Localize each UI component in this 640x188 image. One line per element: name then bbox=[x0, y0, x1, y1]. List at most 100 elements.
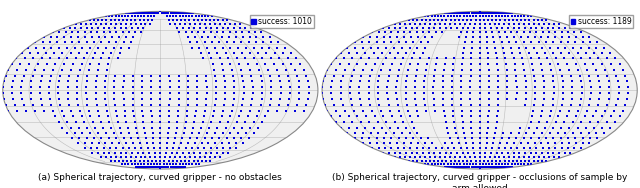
Point bbox=[554, 27, 564, 30]
Point bbox=[520, 18, 531, 21]
Point bbox=[410, 155, 420, 158]
Point bbox=[137, 98, 147, 101]
Point bbox=[456, 74, 467, 77]
Point bbox=[175, 22, 186, 25]
Point bbox=[225, 63, 236, 66]
Point bbox=[247, 98, 257, 101]
Point bbox=[383, 74, 394, 77]
Point bbox=[386, 137, 396, 140]
Point bbox=[474, 10, 484, 13]
Point bbox=[394, 137, 404, 140]
Point bbox=[228, 74, 238, 77]
Point bbox=[184, 163, 195, 166]
Point bbox=[430, 68, 440, 71]
Point bbox=[468, 166, 479, 169]
Point bbox=[602, 103, 612, 106]
Point bbox=[190, 115, 200, 118]
Point bbox=[467, 46, 477, 49]
Point bbox=[214, 137, 225, 140]
Point bbox=[412, 109, 422, 112]
Point bbox=[234, 63, 244, 66]
Point bbox=[553, 63, 563, 66]
Point bbox=[429, 103, 439, 106]
Point bbox=[427, 15, 437, 18]
Point bbox=[509, 27, 519, 30]
Point bbox=[454, 159, 464, 162]
Point bbox=[107, 142, 117, 145]
Point bbox=[96, 121, 106, 124]
Point bbox=[172, 159, 182, 162]
Point bbox=[547, 74, 557, 77]
Point bbox=[165, 155, 175, 158]
Point bbox=[509, 22, 520, 25]
Point bbox=[326, 92, 337, 95]
Point bbox=[141, 142, 152, 145]
Point bbox=[239, 92, 249, 95]
Point bbox=[511, 98, 522, 101]
Point bbox=[75, 68, 85, 71]
Point bbox=[327, 98, 337, 101]
Point bbox=[387, 31, 397, 34]
Point bbox=[117, 31, 127, 34]
Point bbox=[223, 57, 234, 60]
Point bbox=[178, 163, 188, 166]
Point bbox=[73, 36, 83, 39]
Point bbox=[566, 103, 576, 106]
Point bbox=[176, 142, 186, 145]
Point bbox=[383, 80, 393, 83]
Point bbox=[114, 15, 124, 18]
Point bbox=[452, 166, 463, 169]
Point bbox=[467, 18, 477, 21]
Point bbox=[474, 168, 484, 171]
Point bbox=[456, 109, 467, 112]
Point bbox=[567, 92, 577, 95]
Point bbox=[344, 51, 354, 54]
Point bbox=[474, 10, 484, 13]
Point bbox=[127, 12, 137, 15]
Point bbox=[106, 51, 116, 54]
Point bbox=[575, 31, 586, 34]
Point bbox=[354, 86, 364, 89]
Point bbox=[519, 155, 529, 158]
Point bbox=[156, 10, 166, 13]
Point bbox=[88, 121, 98, 124]
Point bbox=[527, 63, 537, 66]
Point bbox=[604, 80, 614, 83]
Point bbox=[498, 131, 508, 134]
Point bbox=[467, 126, 477, 129]
Point bbox=[164, 115, 174, 118]
Point bbox=[52, 36, 63, 39]
Point bbox=[225, 22, 235, 25]
Point bbox=[481, 163, 491, 166]
Point bbox=[89, 18, 99, 21]
Point bbox=[447, 103, 458, 106]
Point bbox=[202, 131, 212, 134]
Point bbox=[169, 142, 179, 145]
Point bbox=[526, 41, 536, 44]
Point bbox=[532, 159, 543, 162]
Point bbox=[530, 86, 540, 89]
Point bbox=[73, 103, 83, 106]
Point bbox=[497, 137, 507, 140]
Point bbox=[401, 92, 411, 95]
Point bbox=[335, 86, 346, 89]
Point bbox=[516, 36, 526, 39]
Point bbox=[465, 92, 476, 95]
Point bbox=[474, 126, 484, 129]
Point bbox=[104, 137, 114, 140]
Point bbox=[62, 121, 72, 124]
Point bbox=[244, 36, 255, 39]
Point bbox=[456, 103, 467, 106]
Point bbox=[474, 10, 484, 13]
Point bbox=[392, 31, 403, 34]
Point bbox=[536, 142, 547, 145]
Point bbox=[195, 151, 205, 154]
Point bbox=[294, 92, 305, 95]
Point bbox=[413, 142, 423, 145]
Point bbox=[246, 27, 256, 30]
Point bbox=[156, 92, 166, 95]
Point bbox=[513, 46, 524, 49]
Point bbox=[81, 27, 92, 30]
Legend: success: 1010: success: 1010 bbox=[250, 15, 314, 28]
Point bbox=[498, 46, 508, 49]
